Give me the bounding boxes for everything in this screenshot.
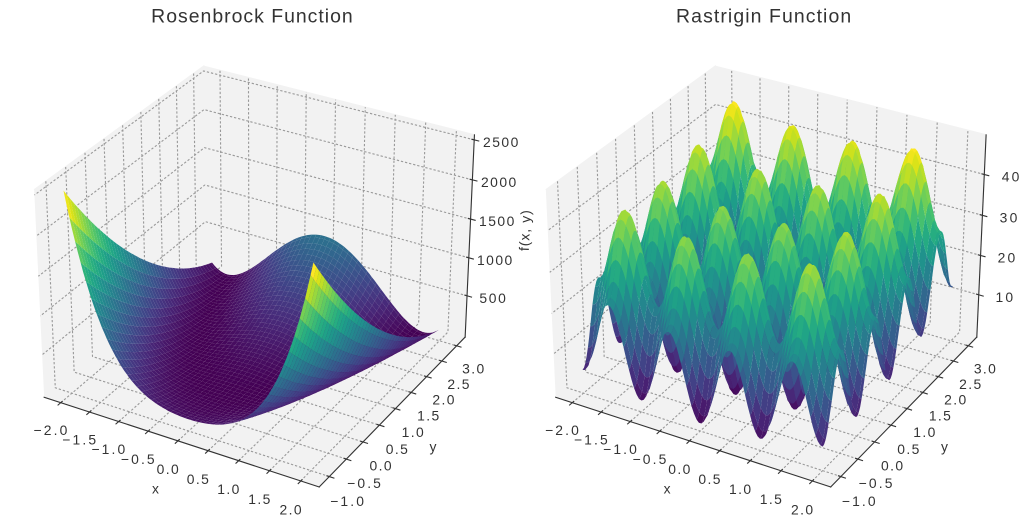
svg-text:0.5: 0.5 xyxy=(386,441,408,457)
svg-text:0.0: 0.0 xyxy=(157,461,179,477)
svg-text:x: x xyxy=(152,481,159,497)
svg-text:1.5: 1.5 xyxy=(248,491,270,507)
svg-text:−0.5: −0.5 xyxy=(121,451,155,467)
svg-text:30: 30 xyxy=(1000,210,1018,226)
svg-text:1.5: 1.5 xyxy=(929,408,951,424)
svg-text:f(x, y): f(x, y) xyxy=(516,210,534,252)
svg-text:2.0: 2.0 xyxy=(432,392,454,408)
svg-text:x: x xyxy=(664,481,671,497)
svg-text:1500: 1500 xyxy=(479,213,515,229)
svg-text:1.0: 1.0 xyxy=(217,481,239,497)
svg-text:−0.5: −0.5 xyxy=(859,475,893,491)
svg-text:1000: 1000 xyxy=(477,252,513,268)
svg-text:2000: 2000 xyxy=(481,174,517,190)
svg-text:Rastrigin Function: Rastrigin Function xyxy=(676,6,851,28)
svg-text:2.0: 2.0 xyxy=(791,502,813,518)
svg-text:−0.5: −0.5 xyxy=(347,475,381,491)
svg-text:y: y xyxy=(429,438,436,454)
svg-text:2.0: 2.0 xyxy=(280,502,302,518)
svg-text:−1.0: −1.0 xyxy=(842,493,876,509)
svg-text:0.0: 0.0 xyxy=(881,458,903,474)
svg-text:1.5: 1.5 xyxy=(760,491,782,507)
svg-text:10: 10 xyxy=(995,289,1013,305)
svg-text:2500: 2500 xyxy=(483,134,519,150)
svg-text:0.5: 0.5 xyxy=(897,441,919,457)
svg-text:1.0: 1.0 xyxy=(729,481,751,497)
svg-text:−0.5: −0.5 xyxy=(633,451,667,467)
svg-text:y: y xyxy=(941,438,948,454)
svg-text:1.0: 1.0 xyxy=(402,424,424,440)
svg-text:0.0: 0.0 xyxy=(370,458,392,474)
svg-text:−1.0: −1.0 xyxy=(330,493,364,509)
svg-text:0.5: 0.5 xyxy=(698,471,720,487)
svg-text:40: 40 xyxy=(1002,169,1020,185)
svg-text:2.0: 2.0 xyxy=(944,392,966,408)
svg-text:500: 500 xyxy=(479,290,506,306)
svg-text:0.0: 0.0 xyxy=(668,461,690,477)
svg-text:3.0: 3.0 xyxy=(974,361,996,377)
svg-text:20: 20 xyxy=(998,250,1016,266)
svg-text:0.5: 0.5 xyxy=(187,471,209,487)
svg-text:2.5: 2.5 xyxy=(959,376,981,392)
svg-text:1.5: 1.5 xyxy=(417,408,439,424)
svg-text:1.0: 1.0 xyxy=(913,424,935,440)
svg-text:Rosenbrock Function: Rosenbrock Function xyxy=(151,6,353,28)
svg-text:2.5: 2.5 xyxy=(447,376,469,392)
svg-text:3.0: 3.0 xyxy=(462,361,484,377)
